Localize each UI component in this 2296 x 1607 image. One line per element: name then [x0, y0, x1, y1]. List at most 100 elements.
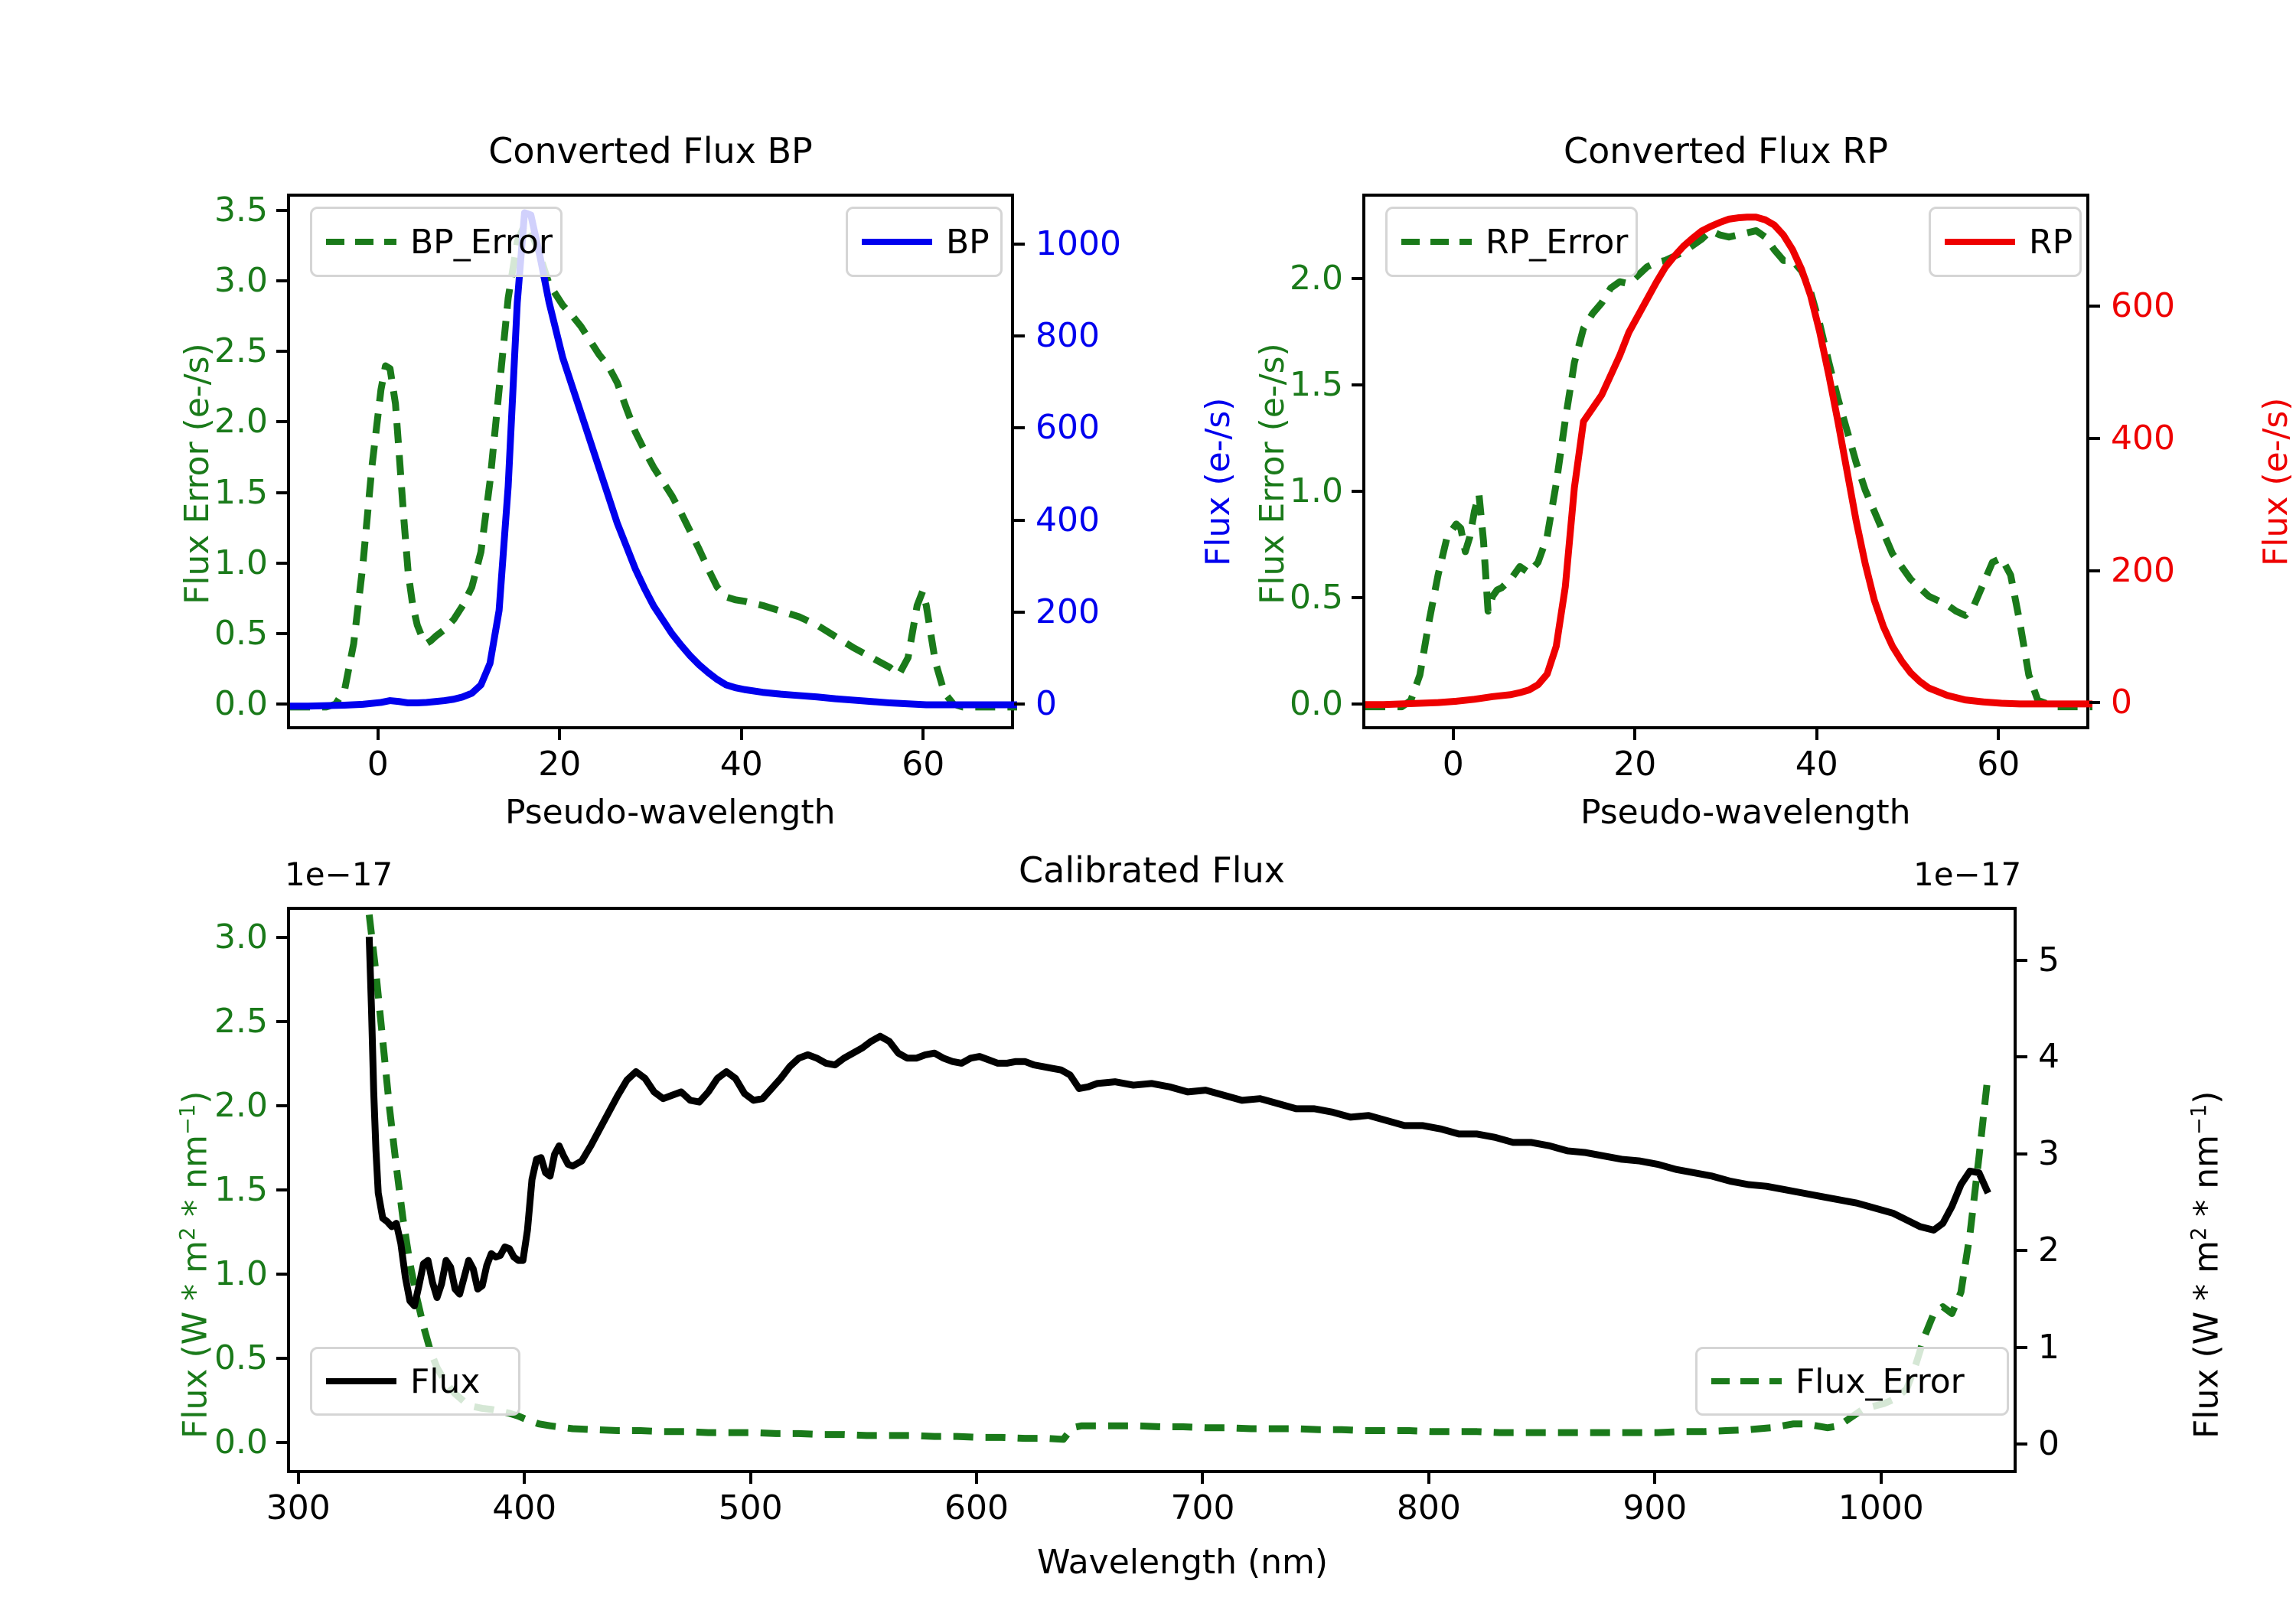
tick-mark: [1815, 729, 1818, 740]
calibrated-error-legend-label: Flux_Error: [1795, 1361, 1965, 1401]
right-y-tick-label: 3: [2038, 1133, 2060, 1173]
tick-mark: [376, 729, 380, 740]
calibrated-left-axis-title: Flux (W * m2 * nm−1): [175, 1090, 215, 1439]
right-y-tick-label: 400: [2111, 418, 2175, 458]
tick-mark: [276, 631, 287, 635]
right-y-tick-label: 800: [1035, 316, 1100, 356]
tick-mark: [2017, 1442, 2027, 1446]
left-y-tick-label: 2.0: [214, 402, 268, 442]
tick-mark: [1014, 702, 1025, 706]
series-flux: [365, 937, 1991, 1310]
tick-mark: [276, 935, 287, 939]
tick-mark: [1014, 518, 1025, 522]
tick-mark: [2017, 1152, 2027, 1156]
tick-mark: [1014, 334, 1025, 338]
tick-mark: [739, 729, 743, 740]
right-y-tick-label: 600: [1035, 408, 1100, 448]
right-y-tick-label: 5: [2038, 940, 2060, 980]
tick-mark: [1352, 383, 1362, 386]
rp-flux-legend[interactable]: RP: [1929, 207, 2082, 277]
bp-x-axis-title: Pseudo-wavelength: [505, 793, 836, 832]
calibrated-panel-title: Calibrated Flux: [1019, 849, 1285, 891]
right-y-tick-label: 4: [2038, 1037, 2060, 1077]
series-rp: [1365, 214, 2092, 709]
tick-mark: [276, 420, 287, 424]
x-tick-label: 0: [367, 745, 389, 784]
series-bp-error: [290, 221, 1017, 711]
tick-mark: [276, 350, 287, 354]
rp-flux-legend-label: RP: [2029, 222, 2073, 262]
x-tick-label: 400: [492, 1488, 557, 1527]
tick-mark: [921, 729, 925, 740]
right-y-tick-label: 400: [1035, 500, 1100, 539]
tick-mark: [2089, 701, 2100, 705]
x-tick-label: 1000: [1838, 1488, 1924, 1527]
calibrated-flux-legend[interactable]: Flux: [310, 1347, 520, 1416]
bp-flux-legend[interactable]: BP: [846, 207, 1003, 277]
rp-right-axis-title: Flux (e-/s): [2256, 397, 2295, 566]
rp-left-axis-title: Flux Error (e-/s): [1253, 343, 1292, 605]
tick-mark: [1014, 243, 1025, 246]
right-y-tick-label: 200: [1035, 592, 1100, 631]
bp-flux-legend-label: BP: [946, 222, 990, 262]
right-y-tick-label: 2: [2038, 1231, 2060, 1270]
left-y-tick-label: 1.0: [214, 1254, 268, 1294]
left-y-tick-label: 3.5: [214, 191, 268, 230]
rp-error-legend[interactable]: RP_Error: [1385, 207, 1638, 277]
tick-mark: [2017, 958, 2027, 962]
left-y-tick-label: 3.0: [214, 917, 268, 957]
tick-mark: [276, 1188, 287, 1191]
left-y-tick-label: 0.0: [214, 1423, 268, 1462]
tick-mark: [1352, 277, 1362, 281]
tick-mark: [1014, 610, 1025, 614]
tick-mark: [2089, 569, 2100, 572]
tick-mark: [296, 1473, 300, 1484]
tick-mark: [276, 209, 287, 213]
calibrated-plot-area: [365, 914, 1992, 1443]
left-y-tick-label: 1.5: [214, 472, 268, 512]
x-tick-label: 40: [719, 745, 763, 784]
left-y-tick-label: 0.5: [214, 1338, 268, 1378]
tick-mark: [2017, 1249, 2027, 1253]
series-flux-error: [365, 914, 1992, 1443]
calibrated-error-legend[interactable]: Flux_Error: [1695, 1347, 2009, 1416]
left-y-tick-label: 0.0: [214, 683, 268, 723]
x-tick-label: 300: [266, 1488, 331, 1527]
tick-mark: [276, 1441, 287, 1445]
left-y-tick-label: 2.5: [214, 1001, 268, 1041]
tick-mark: [276, 1103, 287, 1107]
calibrated-flux-legend-label: Flux: [410, 1361, 481, 1401]
tick-mark: [276, 561, 287, 565]
tick-mark: [1352, 702, 1362, 706]
tick-mark: [2017, 1345, 2027, 1349]
rp-axes-frame: [1362, 194, 2092, 729]
tick-mark: [1633, 729, 1637, 740]
right-y-tick-label: 0: [2111, 683, 2132, 722]
right-y-tick-label: 1000: [1035, 224, 1121, 264]
calibrated-right-offset-label: 1e−17: [1913, 856, 2022, 893]
tick-mark: [276, 702, 287, 706]
left-y-tick-label: 1.0: [1290, 471, 1343, 510]
x-tick-label: 600: [944, 1488, 1009, 1527]
x-tick-label: 700: [1170, 1488, 1235, 1527]
bp-panel-title: Converted Flux BP: [488, 130, 813, 171]
tick-mark: [1997, 729, 2001, 740]
left-y-tick-label: 3.0: [214, 261, 268, 301]
panel-converted-flux-bp: Converted Flux BP 0.0 0.5 1.0 1.5 2.0 2.5 3.0 3…: [0, 0, 1238, 857]
panel-calibrated-flux: Calibrated Flux 1e−17 1e−17 0.0 0.5 1.0 1.5…: [0, 826, 2296, 1607]
rp-x-axis-title: Pseudo-wavelength: [1580, 793, 1911, 832]
tick-mark: [2089, 436, 2100, 440]
right-y-tick-label: 1: [2038, 1327, 2060, 1367]
tick-mark: [748, 1473, 752, 1484]
tick-mark: [1352, 595, 1362, 599]
left-y-tick-label: 1.5: [214, 1170, 268, 1209]
left-y-tick-label: 2.0: [1290, 259, 1343, 298]
left-y-tick-label: 2.0: [214, 1085, 268, 1125]
bp-error-legend-label: BP_Error: [410, 222, 553, 262]
right-y-tick-label: 200: [2111, 550, 2175, 590]
x-tick-label: 40: [1795, 745, 1838, 784]
bp-left-axis-title: Flux Error (e-/s): [178, 343, 217, 605]
bp-error-legend[interactable]: BP_Error: [310, 207, 563, 277]
tick-mark: [1352, 489, 1362, 493]
